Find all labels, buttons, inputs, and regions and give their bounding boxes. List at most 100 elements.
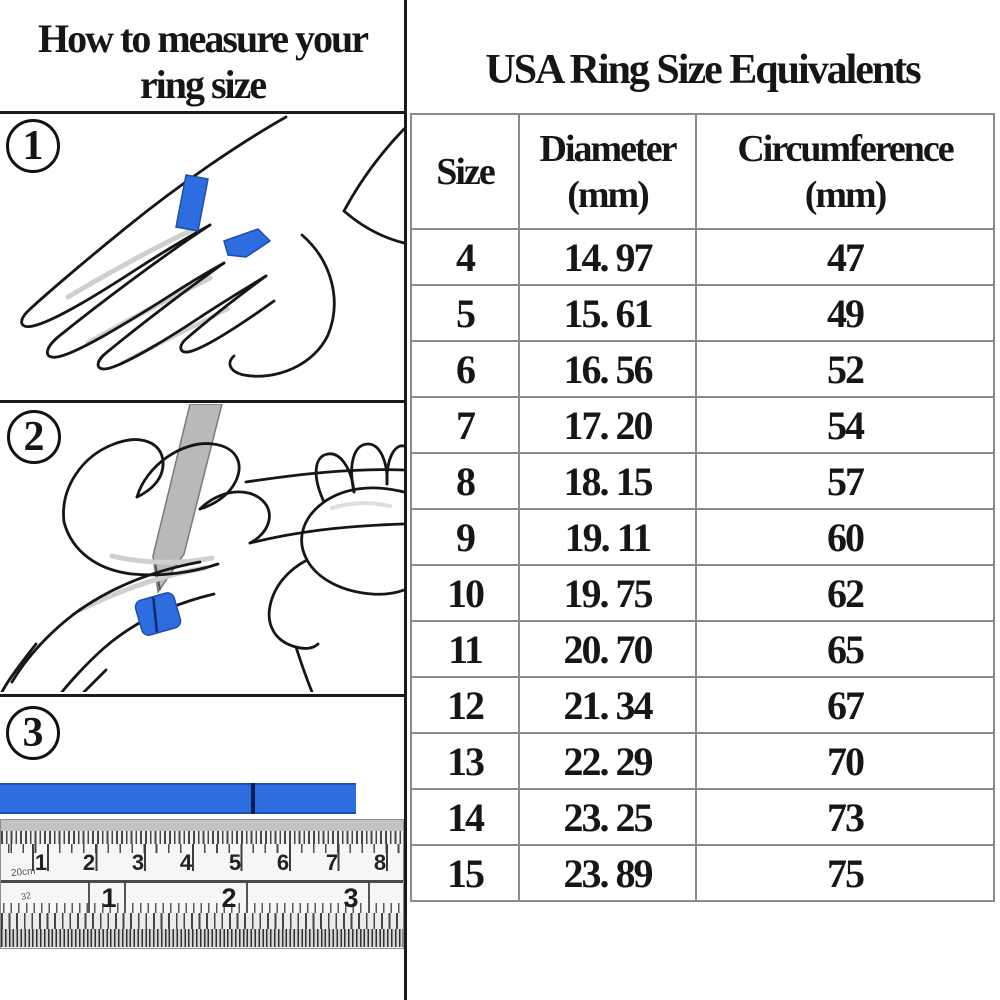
divider-line [404, 0, 407, 1000]
ruler-cm-major-ticks [1, 844, 403, 871]
step-2-panel: 2 [0, 404, 404, 692]
diameter-cell: 20. 70 [518, 620, 697, 678]
table-row: 13 22. 29 70 [410, 732, 995, 790]
circumference-cell: 70 [695, 732, 995, 790]
table-row: 10 19. 75 62 [410, 564, 995, 622]
header-circumference: Circumference (mm) [695, 113, 995, 230]
step-3-number: 3 [22, 710, 44, 756]
diameter-cell: 22. 29 [518, 732, 697, 790]
divider-line [0, 400, 406, 403]
diameter-cell: 18. 15 [518, 452, 697, 510]
ruler-cm-label: 3 [131, 850, 145, 875]
ruler-cm-label: 2 [82, 850, 96, 875]
header-diameter-label: Diameter [539, 127, 678, 170]
step-1-number: 1 [22, 123, 44, 169]
ruler-inch-scale: 1 2 3 32 [1, 883, 403, 913]
step-1-panel: 1 [0, 115, 404, 398]
ruler-fine-ticks [1, 831, 403, 844]
size-cell: 10 [410, 564, 520, 622]
left-title-line2: ring size [139, 62, 267, 107]
diameter-cell: 15. 61 [518, 284, 697, 342]
ring-size-table: Size Diameter (mm) Circumference (mm) 4 … [410, 113, 995, 902]
diameter-cell: 23. 89 [518, 844, 697, 902]
table-row: 5 15. 61 49 [410, 284, 995, 342]
ruler-bottom-edge [1, 913, 403, 947]
diameter-cell: 23. 25 [518, 788, 697, 846]
size-cell: 12 [410, 676, 520, 734]
table-row: 9 19. 11 60 [410, 508, 995, 566]
size-cell: 14 [410, 788, 520, 846]
step-3-badge: 3 [6, 706, 60, 760]
circumference-cell: 75 [695, 844, 995, 902]
ruler-cm-label: 1 [34, 850, 48, 875]
ruler-cm-label: 5 [228, 850, 242, 875]
circumference-cell: 52 [695, 340, 995, 398]
header-size: Size [410, 113, 520, 230]
diameter-cell: 19. 11 [518, 508, 697, 566]
ruler: 1 2 3 4 5 6 7 8 20cm 1 2 3 32 [0, 819, 404, 949]
header-diameter-unit: (mm) [567, 173, 650, 216]
ruler-inch-minor-ticks [1, 903, 403, 913]
circumference-cell: 49 [695, 284, 995, 342]
size-cell: 13 [410, 732, 520, 790]
circumference-cell: 67 [695, 676, 995, 734]
size-cell: 11 [410, 620, 520, 678]
ruler-eighth-ticks [1, 913, 403, 929]
diameter-cell: 19. 75 [518, 564, 697, 622]
size-cell: 4 [410, 228, 520, 286]
ruler-inch-label: 3 [343, 883, 359, 913]
step-1-badge: 1 [6, 119, 60, 173]
ruler-scale-divider [1, 880, 403, 883]
ruler-cm-label: 4 [179, 850, 193, 875]
table-header-row: Size Diameter (mm) Circumference (mm) [410, 113, 995, 230]
diameter-cell: 16. 56 [518, 340, 697, 398]
table-row: 8 18. 15 57 [410, 452, 995, 510]
hand-with-paper-strip-icon [20, 115, 404, 378]
circumference-cell: 54 [695, 396, 995, 454]
ruler-inch-unit-label: 32 [20, 890, 32, 902]
header-circumference-label: Circumference [737, 127, 954, 170]
size-cell: 9 [410, 508, 520, 566]
ruler-cm-label: 6 [276, 850, 290, 875]
table-row: 15 23. 89 75 [410, 844, 995, 902]
diameter-cell: 14. 97 [518, 228, 697, 286]
size-cell: 7 [410, 396, 520, 454]
right-title: USA Ring Size Equivalents [485, 47, 921, 93]
left-title-line1: How to measure your [38, 16, 369, 61]
ruler-cm-unit-label: 20cm [10, 865, 36, 880]
header-size-label: Size [436, 150, 495, 193]
table-row: 4 14. 97 47 [410, 228, 995, 286]
circumference-cell: 57 [695, 452, 995, 510]
divider-line [0, 111, 406, 114]
header-diameter: Diameter (mm) [518, 113, 697, 230]
blue-paper-strip [0, 783, 356, 814]
ruler-cm-scale: 1 2 3 4 5 6 7 8 20cm [1, 844, 403, 880]
circumference-cell: 62 [695, 564, 995, 622]
size-cell: 6 [410, 340, 520, 398]
circumference-cell: 47 [695, 228, 995, 286]
step-2-number: 2 [23, 414, 45, 460]
size-cell: 5 [410, 284, 520, 342]
table-row: 7 17. 20 54 [410, 396, 995, 454]
table-row: 11 20. 70 65 [410, 620, 995, 678]
ruler-top-edge [1, 820, 403, 844]
table-row: 14 23. 25 73 [410, 788, 995, 846]
circumference-cell: 65 [695, 620, 995, 678]
left-title: How to measure your ring size [0, 16, 405, 108]
size-cell: 15 [410, 844, 520, 902]
circumference-cell: 73 [695, 788, 995, 846]
circumference-cell: 60 [695, 508, 995, 566]
header-circumference-unit: (mm) [804, 173, 888, 216]
step-3-panel: 3 1 2 3 4 5 6 7 8 20cm [0, 697, 404, 1000]
step-2-badge: 2 [7, 410, 61, 464]
divider-line [0, 694, 406, 697]
ruler-cm-label: 7 [325, 850, 339, 875]
size-cell: 8 [410, 452, 520, 510]
ruler-inch-label: 1 [101, 883, 117, 913]
ruler-cm-label: 8 [373, 850, 387, 875]
table-row: 6 16. 56 52 [410, 340, 995, 398]
diameter-cell: 21. 34 [518, 676, 697, 734]
marking-strip-with-pen-icon [0, 404, 404, 692]
ruler-sixteenth-ticks [1, 929, 403, 947]
